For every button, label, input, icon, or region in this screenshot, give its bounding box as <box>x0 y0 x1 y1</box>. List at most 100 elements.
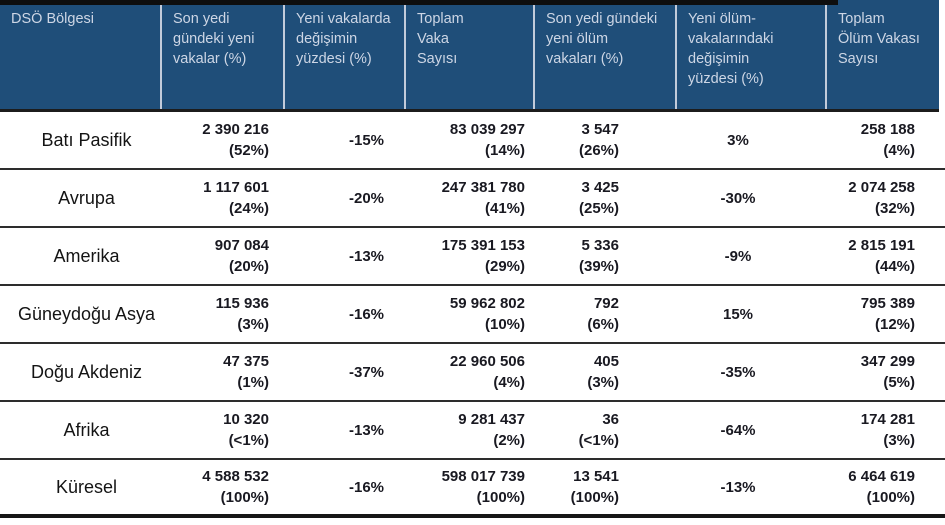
new-cases-value: 907 084 <box>214 237 269 254</box>
cases-change-cell: -16% <box>283 460 404 514</box>
total-cases-cell: 9 281 437 (2%) <box>404 402 533 458</box>
col-header-total-cases: Toplam Vaka Sayısı <box>404 0 533 109</box>
total-deaths-cell: 347 299 (5%) <box>825 344 945 400</box>
total-deaths-share: (32%) <box>874 200 915 217</box>
total-deaths-share: (4%) <box>883 142 915 159</box>
total-cases-value: 175 391 153 <box>441 237 525 254</box>
col-header-total-deaths: Toplam Ölüm Vakası Sayısı <box>825 0 939 109</box>
total-cases-cell: 247 381 780 (41%) <box>404 170 533 226</box>
new-deaths-cell: 3 425 (25%) <box>533 170 675 226</box>
new-deaths-value: 36 <box>602 411 619 428</box>
deaths-change-cell: 3% <box>675 112 825 168</box>
deaths-change-cell: -64% <box>675 402 825 458</box>
total-cases-share: (100%) <box>476 489 525 506</box>
region-name-cell: Batı Pasifik <box>0 112 160 168</box>
new-cases-cell: 907 084 (20%) <box>160 228 283 284</box>
total-cases-share: (10%) <box>484 316 525 333</box>
table-row: Amerika 907 084 (20%) -13% 175 391 153 (… <box>0 228 945 286</box>
total-cases-share: (2%) <box>493 432 525 449</box>
deaths-change-cell: -9% <box>675 228 825 284</box>
table-header-row: DSÖ Bölgesi Son yedi gündeki yeni vakala… <box>0 0 939 112</box>
total-deaths-share: (12%) <box>874 316 915 333</box>
total-cases-cell: 175 391 153 (29%) <box>404 228 533 284</box>
cases-change-value: -20% <box>348 189 385 207</box>
col-header-who-region: DSÖ Bölgesi <box>11 11 95 27</box>
total-deaths-value: 2 815 191 <box>848 237 915 254</box>
new-cases-value: 115 936 <box>215 295 269 312</box>
deaths-change-value: 3% <box>727 131 749 149</box>
cases-change-value: -16% <box>348 305 385 323</box>
region-name: Batı Pasifik <box>41 129 132 150</box>
col-header-cases-change-pct: Yeni vakalarda değişimin yüzdesi (%) <box>283 0 404 109</box>
new-cases-value: 4 588 532 <box>202 468 269 485</box>
total-deaths-share: (44%) <box>874 258 915 275</box>
table-row: Batı Pasifik 2 390 216 (52%) -15% 83 039… <box>0 112 945 170</box>
new-deaths-value: 13 541 <box>573 468 619 485</box>
cases-change-value: -13% <box>348 247 385 265</box>
table-row: Güneydoğu Asya 115 936 (3%) -16% 59 962 … <box>0 286 945 344</box>
new-deaths-share: (39%) <box>578 258 619 275</box>
region-name-cell: Güneydoğu Asya <box>0 286 160 342</box>
total-deaths-value: 174 281 <box>860 411 915 428</box>
new-deaths-cell: 792 (6%) <box>533 286 675 342</box>
total-cases-cell: 22 960 506 (4%) <box>404 344 533 400</box>
new-cases-cell: 115 936 (3%) <box>160 286 283 342</box>
deaths-change-value: -64% <box>720 421 756 439</box>
deaths-change-value: -35% <box>720 363 756 381</box>
cases-change-cell: -13% <box>283 228 404 284</box>
new-deaths-share: (6%) <box>587 316 619 333</box>
cases-change-value: -37% <box>348 363 385 381</box>
total-deaths-cell: 258 188 (4%) <box>825 112 945 168</box>
total-deaths-value: 2 074 258 <box>848 179 915 196</box>
region-name: Doğu Akdeniz <box>30 361 143 382</box>
new-deaths-share: (26%) <box>578 142 619 159</box>
table-row: Afrika 10 320 (<1%) -13% 9 281 437 (2%) … <box>0 402 945 460</box>
total-cases-value: 598 017 739 <box>441 468 525 485</box>
cases-change-value: -13% <box>348 421 385 439</box>
new-deaths-value: 5 336 <box>581 237 619 254</box>
total-deaths-share: (5%) <box>883 374 915 391</box>
total-deaths-value: 6 464 619 <box>848 468 915 485</box>
new-cases-cell: 1 117 601 (24%) <box>160 170 283 226</box>
total-cases-value: 247 381 780 <box>441 179 525 196</box>
cases-change-value: -15% <box>348 131 385 149</box>
new-deaths-share: (25%) <box>578 200 619 217</box>
new-cases-share: (<1%) <box>228 432 269 449</box>
new-cases-share: (3%) <box>237 316 269 333</box>
total-deaths-value: 347 299 <box>860 353 915 370</box>
total-cases-value: 22 960 506 <box>449 353 525 370</box>
table-body: Batı Pasifik 2 390 216 (52%) -15% 83 039… <box>0 112 945 518</box>
new-cases-value: 10 320 <box>223 411 269 428</box>
new-deaths-cell: 13 541 (100%) <box>533 460 675 514</box>
deaths-change-value: -9% <box>724 247 752 265</box>
new-deaths-value: 3 425 <box>581 179 619 196</box>
table-row: Doğu Akdeniz 47 375 (1%) -37% 22 960 506… <box>0 344 945 402</box>
table-row: Küresel 4 588 532 (100%) -16% 598 017 73… <box>0 460 945 518</box>
col-header-deaths-change-pct: Yeni ölüm- vakalarındaki değişimin yüzde… <box>675 0 825 109</box>
new-deaths-share: (100%) <box>570 489 619 506</box>
new-deaths-value: 3 547 <box>581 121 619 138</box>
new-deaths-cell: 5 336 (39%) <box>533 228 675 284</box>
cases-change-cell: -13% <box>283 402 404 458</box>
total-deaths-cell: 795 389 (12%) <box>825 286 945 342</box>
new-deaths-share: (3%) <box>587 374 619 391</box>
new-cases-cell: 2 390 216 (52%) <box>160 112 283 168</box>
new-cases-cell: 47 375 (1%) <box>160 344 283 400</box>
new-cases-cell: 4 588 532 (100%) <box>160 460 283 514</box>
deaths-change-cell: -30% <box>675 170 825 226</box>
new-deaths-cell: 3 547 (26%) <box>533 112 675 168</box>
total-cases-share: (41%) <box>484 200 525 217</box>
deaths-change-value: 15% <box>722 305 754 323</box>
col-header-new-deaths: Son yedi gündeki yeni ölüm vakaları (%) <box>533 0 675 109</box>
region-name: Afrika <box>63 419 110 440</box>
deaths-change-value: -13% <box>720 478 756 496</box>
total-deaths-share: (3%) <box>883 432 915 449</box>
new-cases-share: (20%) <box>228 258 269 275</box>
new-cases-value: 47 375 <box>223 353 269 370</box>
total-cases-value: 9 281 437 <box>458 411 525 428</box>
new-cases-value: 2 390 216 <box>202 121 269 138</box>
deaths-change-value: -30% <box>720 189 756 207</box>
region-name: Güneydoğu Asya <box>17 303 156 324</box>
region-name-cell: Doğu Akdeniz <box>0 344 160 400</box>
cases-change-cell: -37% <box>283 344 404 400</box>
